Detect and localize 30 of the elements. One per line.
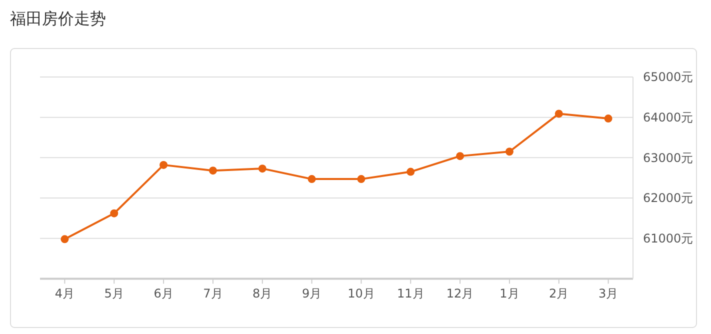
point <box>110 209 118 218</box>
y-tick-label: 63000元 <box>643 150 694 165</box>
x-tick-label: 1月 <box>500 286 520 301</box>
x-tick-label: 9月 <box>302 286 322 301</box>
y-tick-label: 65000元 <box>643 70 694 84</box>
x-tick-label: 6月 <box>154 286 174 301</box>
y-tick-label: 64000元 <box>643 110 694 125</box>
point <box>308 175 316 184</box>
y-tick-label: 61000元 <box>643 232 694 246</box>
y-tick-label: 62000元 <box>643 191 694 206</box>
x-tick-label: 2月 <box>549 286 569 301</box>
x-tick-label: 12月 <box>446 286 474 301</box>
point <box>160 160 168 169</box>
point <box>604 114 612 123</box>
point <box>456 152 464 160</box>
x-tick-label: 7月 <box>203 286 223 301</box>
x-tick-label: 5月 <box>104 286 124 301</box>
chart-title: 福田房价走势 <box>10 9 106 28</box>
point <box>258 164 266 173</box>
point <box>208 166 217 175</box>
x-tick-label: 3月 <box>598 286 618 301</box>
point <box>357 175 366 184</box>
x-tick-label: 8月 <box>252 286 272 301</box>
x-tick-label: 11月 <box>396 286 424 301</box>
point <box>554 110 563 118</box>
point <box>60 235 69 244</box>
x-tick-label: 4月 <box>54 286 75 301</box>
point <box>505 148 514 156</box>
x-tick-label: 10月 <box>348 286 375 301</box>
point <box>406 168 415 176</box>
